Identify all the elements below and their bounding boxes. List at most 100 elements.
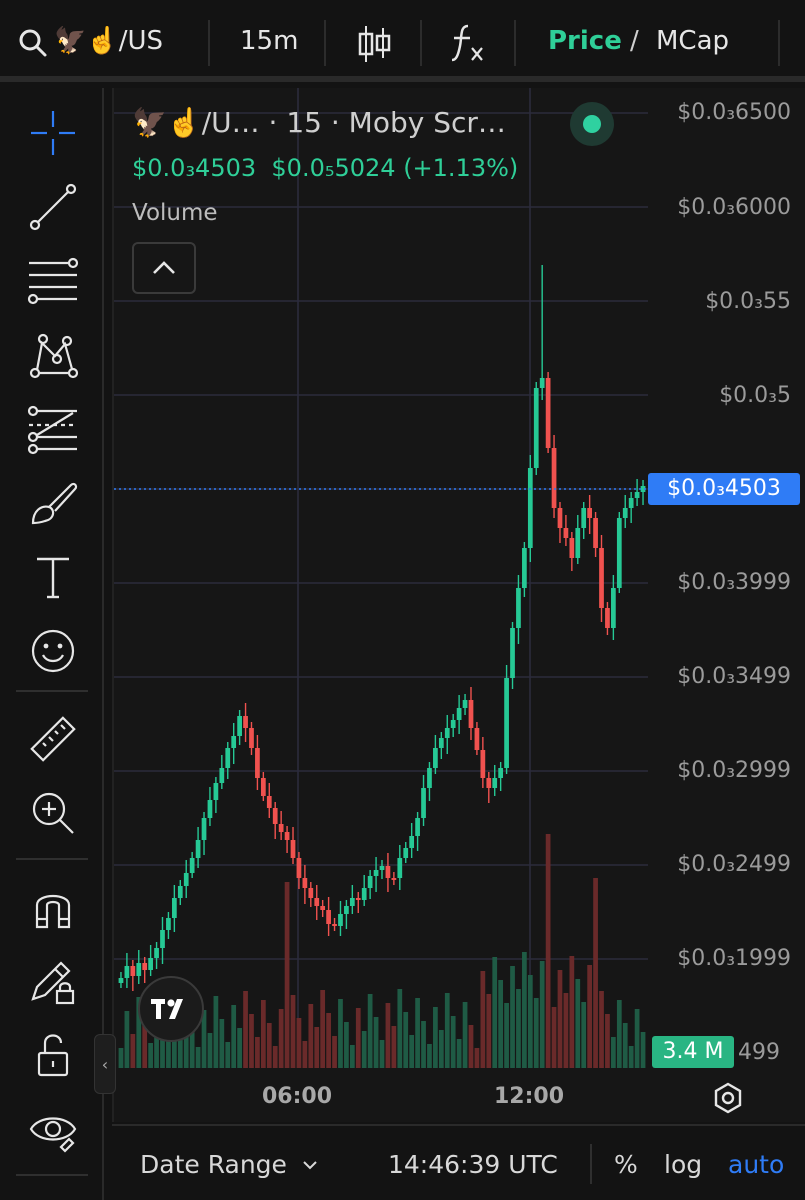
- volume-bar: [118, 1048, 124, 1068]
- toolbar-divider: [16, 1174, 88, 1176]
- volume-indicator-label[interactable]: Volume: [132, 200, 218, 226]
- eye-icon[interactable]: [18, 1094, 88, 1164]
- auto-scale-toggle[interactable]: auto: [728, 1150, 785, 1179]
- candle-body: [290, 840, 296, 858]
- candle-body: [308, 888, 314, 898]
- legend-change-pct: (+1.13%): [403, 154, 519, 182]
- volume-bar: [385, 1003, 391, 1068]
- candle-body: [243, 716, 248, 728]
- volume-bar: [427, 1044, 432, 1068]
- search-icon[interactable]: [18, 28, 48, 58]
- time-axis-label: 12:00: [494, 1084, 565, 1109]
- candle-body: [148, 958, 153, 970]
- volume-bar: [367, 994, 373, 1068]
- price-axis-label: $0.0₃5: [719, 383, 791, 408]
- volume-bar: [136, 997, 142, 1068]
- pattern-icon[interactable]: [18, 320, 88, 390]
- percent-scale-toggle[interactable]: %: [614, 1150, 638, 1179]
- tradingview-logo[interactable]: [138, 976, 204, 1042]
- chart-settings-icon[interactable]: [708, 1078, 748, 1118]
- volume-bar: [290, 995, 296, 1068]
- indicators-fx-icon[interactable]: [450, 22, 486, 64]
- symbol-selector[interactable]: 🦅☝️/US: [54, 26, 164, 56]
- volume-bar: [557, 970, 563, 1068]
- volume-bar: [130, 1034, 136, 1068]
- candle-body: [492, 778, 498, 788]
- magnet-icon[interactable]: [18, 872, 88, 942]
- candle-body: [522, 548, 527, 588]
- drawing-toolbar: [0, 88, 104, 1200]
- candle-body: [355, 898, 361, 900]
- volume-bar: [349, 1045, 355, 1068]
- candle-body: [640, 486, 646, 492]
- volume-bar: [640, 1032, 646, 1068]
- candle-body: [373, 870, 379, 876]
- candle-body: [427, 768, 432, 788]
- volume-bar: [379, 1040, 385, 1068]
- volume-bar: [533, 998, 539, 1068]
- candle-body: [616, 518, 622, 588]
- toolbar-collapse-tab[interactable]: ‹: [94, 1034, 116, 1094]
- legend-price: $0.0₃4503: [132, 154, 257, 182]
- market-status-indicator[interactable]: [570, 102, 614, 146]
- legend-price-row: $0.0₃4503 $0.0₅5024 (+1.13%): [132, 154, 518, 182]
- candles-chart-type-icon[interactable]: [356, 24, 392, 64]
- price-axis-label: $0.0₃2999: [677, 758, 791, 783]
- volume-bar: [527, 975, 533, 1068]
- candle-body: [468, 700, 474, 728]
- chart-pane[interactable]: 🦅☝️/U… · 15 · Moby Scr… $0.0₃4503 $0.0₅5…: [94, 88, 805, 1122]
- candle-body: [272, 808, 278, 824]
- volume-bar: [189, 1024, 195, 1068]
- candle-body: [255, 748, 260, 778]
- volume-bar: [563, 993, 569, 1068]
- text-icon[interactable]: [18, 542, 88, 612]
- volume-bar: [504, 1003, 509, 1068]
- legend-title[interactable]: 🦅☝️/U… · 15 · Moby Scr…: [132, 106, 506, 139]
- candle-body: [486, 778, 492, 788]
- mcap-mode-button[interactable]: MCap: [656, 26, 730, 56]
- candle-body: [195, 840, 201, 858]
- unlock-icon[interactable]: [18, 1020, 88, 1090]
- volume-bar: [605, 1014, 610, 1068]
- utc-clock[interactable]: 14:46:39 UTC: [388, 1150, 558, 1179]
- candle-body: [171, 898, 177, 918]
- chevron-down-icon[interactable]: [302, 1160, 318, 1170]
- lock-drawing-icon[interactable]: [18, 946, 88, 1016]
- candle-body: [611, 588, 616, 628]
- candle-body: [207, 800, 213, 818]
- projection-icon[interactable]: [18, 394, 88, 464]
- time-axis-label: 06:00: [262, 1084, 333, 1109]
- brush-icon[interactable]: [18, 468, 88, 538]
- trendline-icon[interactable]: [18, 172, 88, 242]
- price-mode-button[interactable]: Price: [548, 26, 622, 56]
- volume-bar: [438, 1030, 444, 1068]
- candle-body: [231, 736, 237, 748]
- candle-body: [605, 608, 610, 628]
- crosshair-icon[interactable]: [18, 98, 88, 168]
- log-scale-toggle[interactable]: log: [664, 1150, 703, 1179]
- candle-body: [450, 720, 456, 728]
- volume-bar: [587, 965, 593, 1068]
- price-chart[interactable]: [114, 88, 805, 1122]
- price-axis-label: $0.0₃3499: [677, 664, 791, 689]
- candle-body: [498, 768, 504, 778]
- candle-body: [551, 448, 557, 508]
- bottom-toolbar: Date Range 14:46:39 UTC % log auto: [112, 1124, 805, 1200]
- interval-selector[interactable]: 15m: [240, 26, 299, 56]
- date-range-button[interactable]: Date Range: [140, 1150, 287, 1179]
- emoji-icon[interactable]: [18, 616, 88, 686]
- volume-bar: [249, 1014, 254, 1068]
- toolbar-divider: [16, 690, 88, 692]
- volume-bar: [373, 1017, 379, 1068]
- candle-body: [545, 378, 551, 448]
- zoom-in-icon[interactable]: [18, 778, 88, 848]
- candle-body: [338, 914, 343, 926]
- candle-body: [456, 708, 462, 720]
- price-axis-label: $0.0₃6500: [677, 100, 791, 125]
- ruler-icon[interactable]: [18, 704, 88, 774]
- price-axis-label: $0.0₃3999: [677, 570, 791, 595]
- legend-collapse-button[interactable]: [132, 242, 196, 294]
- chart-grid: [114, 88, 648, 1068]
- fib-retracement-icon[interactable]: [18, 246, 88, 316]
- candle-body: [593, 518, 598, 548]
